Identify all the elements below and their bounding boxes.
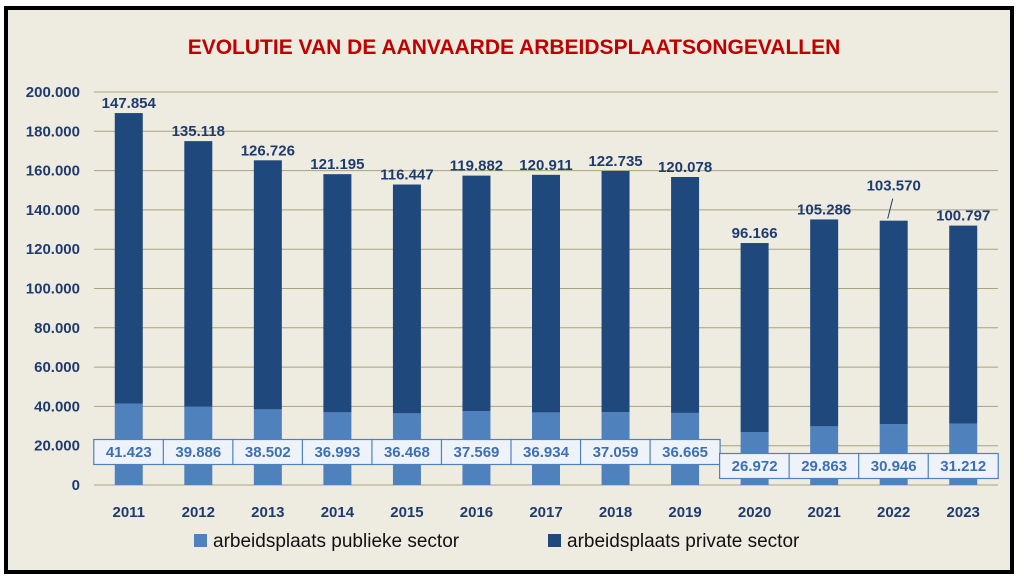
y-tick-label: 40.000 [34,398,80,415]
bar-private [740,243,769,432]
y-tick-label: 100.000 [26,281,80,298]
bar-private [392,184,421,414]
x-tick-label: 2021 [807,504,840,521]
data-label-publiek: 38.502 [245,444,291,461]
data-label-box [162,438,234,466]
x-tick-label: 2018 [599,504,632,521]
x-tick-label: 2011 [112,504,145,521]
y-tick-label: 200.000 [26,84,80,101]
x-tick-label: 2019 [668,504,701,521]
chart-svg: EVOLUTIE VAN DE AANVAARDE ARBEIDSPLAATSO… [26,36,999,552]
x-tick-label: 2013 [251,504,284,521]
legend-label-private: arbeidsplaats private sector [567,531,800,552]
legend-swatch-publiek [194,534,207,547]
data-label-private: 105.286 [797,201,851,218]
data-label-box [371,438,443,466]
data-label-box [301,438,373,466]
x-tick-label: 2017 [529,504,562,521]
data-label-publiek: 37.059 [593,444,639,461]
legend-swatch-private [548,534,561,547]
y-axis-labels: 0 20.000 40.000 60.000 80.000 100.000 120.000 1… [26,84,80,494]
data-label-private: 121.195 [310,156,364,173]
data-label-leader [887,198,894,219]
data-label-publiek: 30.946 [871,458,917,475]
data-label-publiek: 31.212 [940,458,986,475]
y-tick-label: 120.000 [26,241,80,258]
data-label-private: 119.882 [450,158,503,175]
data-label-private: 96.166 [732,225,778,242]
data-label-publiek: 26.972 [732,458,778,475]
data-label-publiek: 36.468 [384,444,430,461]
bar-private [532,174,560,413]
data-label-box [649,438,721,466]
data-label-publiek: 41.423 [106,444,152,461]
y-tick-label: 60.000 [34,359,80,376]
data-label-box [927,452,999,480]
bar-private [879,220,908,425]
bar-private [462,175,491,412]
data-label-box [510,438,582,466]
data-label-box [93,438,165,466]
bar-private [949,225,978,424]
y-tick-label: 20.000 [34,438,80,455]
chart-frame: EVOLUTIE VAN DE AANVAARDE ARBEIDSPLAATSO… [4,6,1014,574]
x-tick-label: 2020 [738,504,771,521]
y-tick-label: 160.000 [26,163,80,180]
bar-private [671,177,700,413]
y-tick-label: 80.000 [34,320,80,337]
data-label-publiek: 39.886 [175,444,221,461]
y-tick-label: 0 [72,477,80,494]
x-tick-label: 2012 [182,504,215,521]
legend: arbeidsplaats publieke sector arbeidspla… [194,531,800,552]
bar-private [184,141,213,407]
bar-private [323,174,352,413]
data-label-private: 122.735 [588,153,642,170]
data-label-publiek: 29.863 [801,458,847,475]
data-label-publiek: 36.665 [662,444,708,461]
bar-private [601,171,630,413]
x-axis-labels: 2011 2012 2013 2014 2015 2016 2017 2018 2019 2020… [112,504,979,521]
x-tick-label: 2023 [947,504,980,521]
data-label-private: 126.726 [241,142,295,159]
data-labels: 147.854 41.423 135.118 39.886 126.726 38.502 1… [93,95,999,480]
x-tick-label: 2015 [390,504,423,521]
y-tick-label: 140.000 [26,202,80,219]
x-tick-label: 2016 [460,504,493,521]
y-tick-label: 180.000 [26,123,80,140]
chart-title: EVOLUTIE VAN DE AANVAARDE ARBEIDSPLAATSO… [188,36,841,59]
data-label-private: 135.118 [172,123,225,140]
data-label-publiek: 36.993 [314,444,360,461]
data-label-box [858,452,930,480]
data-label-private: 100.797 [936,208,990,225]
bar-private [253,160,282,410]
x-tick-label: 2014 [321,504,355,521]
data-label-publiek: 36.934 [523,444,570,461]
data-label-private: 147.854 [102,95,157,112]
bar-private [114,113,143,404]
data-label-private: 103.570 [867,178,921,195]
data-label-private: 120.078 [658,159,712,176]
x-tick-label: 2022 [877,504,910,521]
legend-label-publiek: arbeidsplaats publieke sector [213,531,460,552]
data-label-private: 116.447 [380,167,433,184]
data-label-private: 120.911 [519,157,572,174]
data-label-publiek: 37.569 [454,444,500,461]
bar-private [810,219,839,427]
